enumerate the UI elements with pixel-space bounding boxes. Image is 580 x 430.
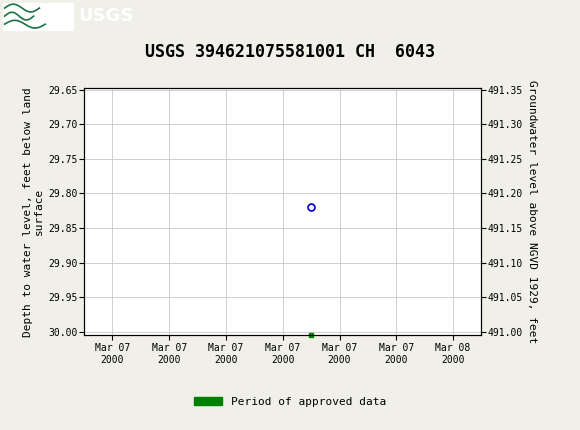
Text: USGS 394621075581001 CH  6043: USGS 394621075581001 CH 6043 (145, 43, 435, 61)
Legend: Period of approved data: Period of approved data (190, 393, 390, 412)
Text: USGS: USGS (78, 7, 133, 25)
Y-axis label: Groundwater level above NGVD 1929, feet: Groundwater level above NGVD 1929, feet (527, 80, 537, 344)
Y-axis label: Depth to water level, feet below land
surface: Depth to water level, feet below land su… (23, 87, 44, 337)
FancyBboxPatch shape (3, 3, 72, 30)
